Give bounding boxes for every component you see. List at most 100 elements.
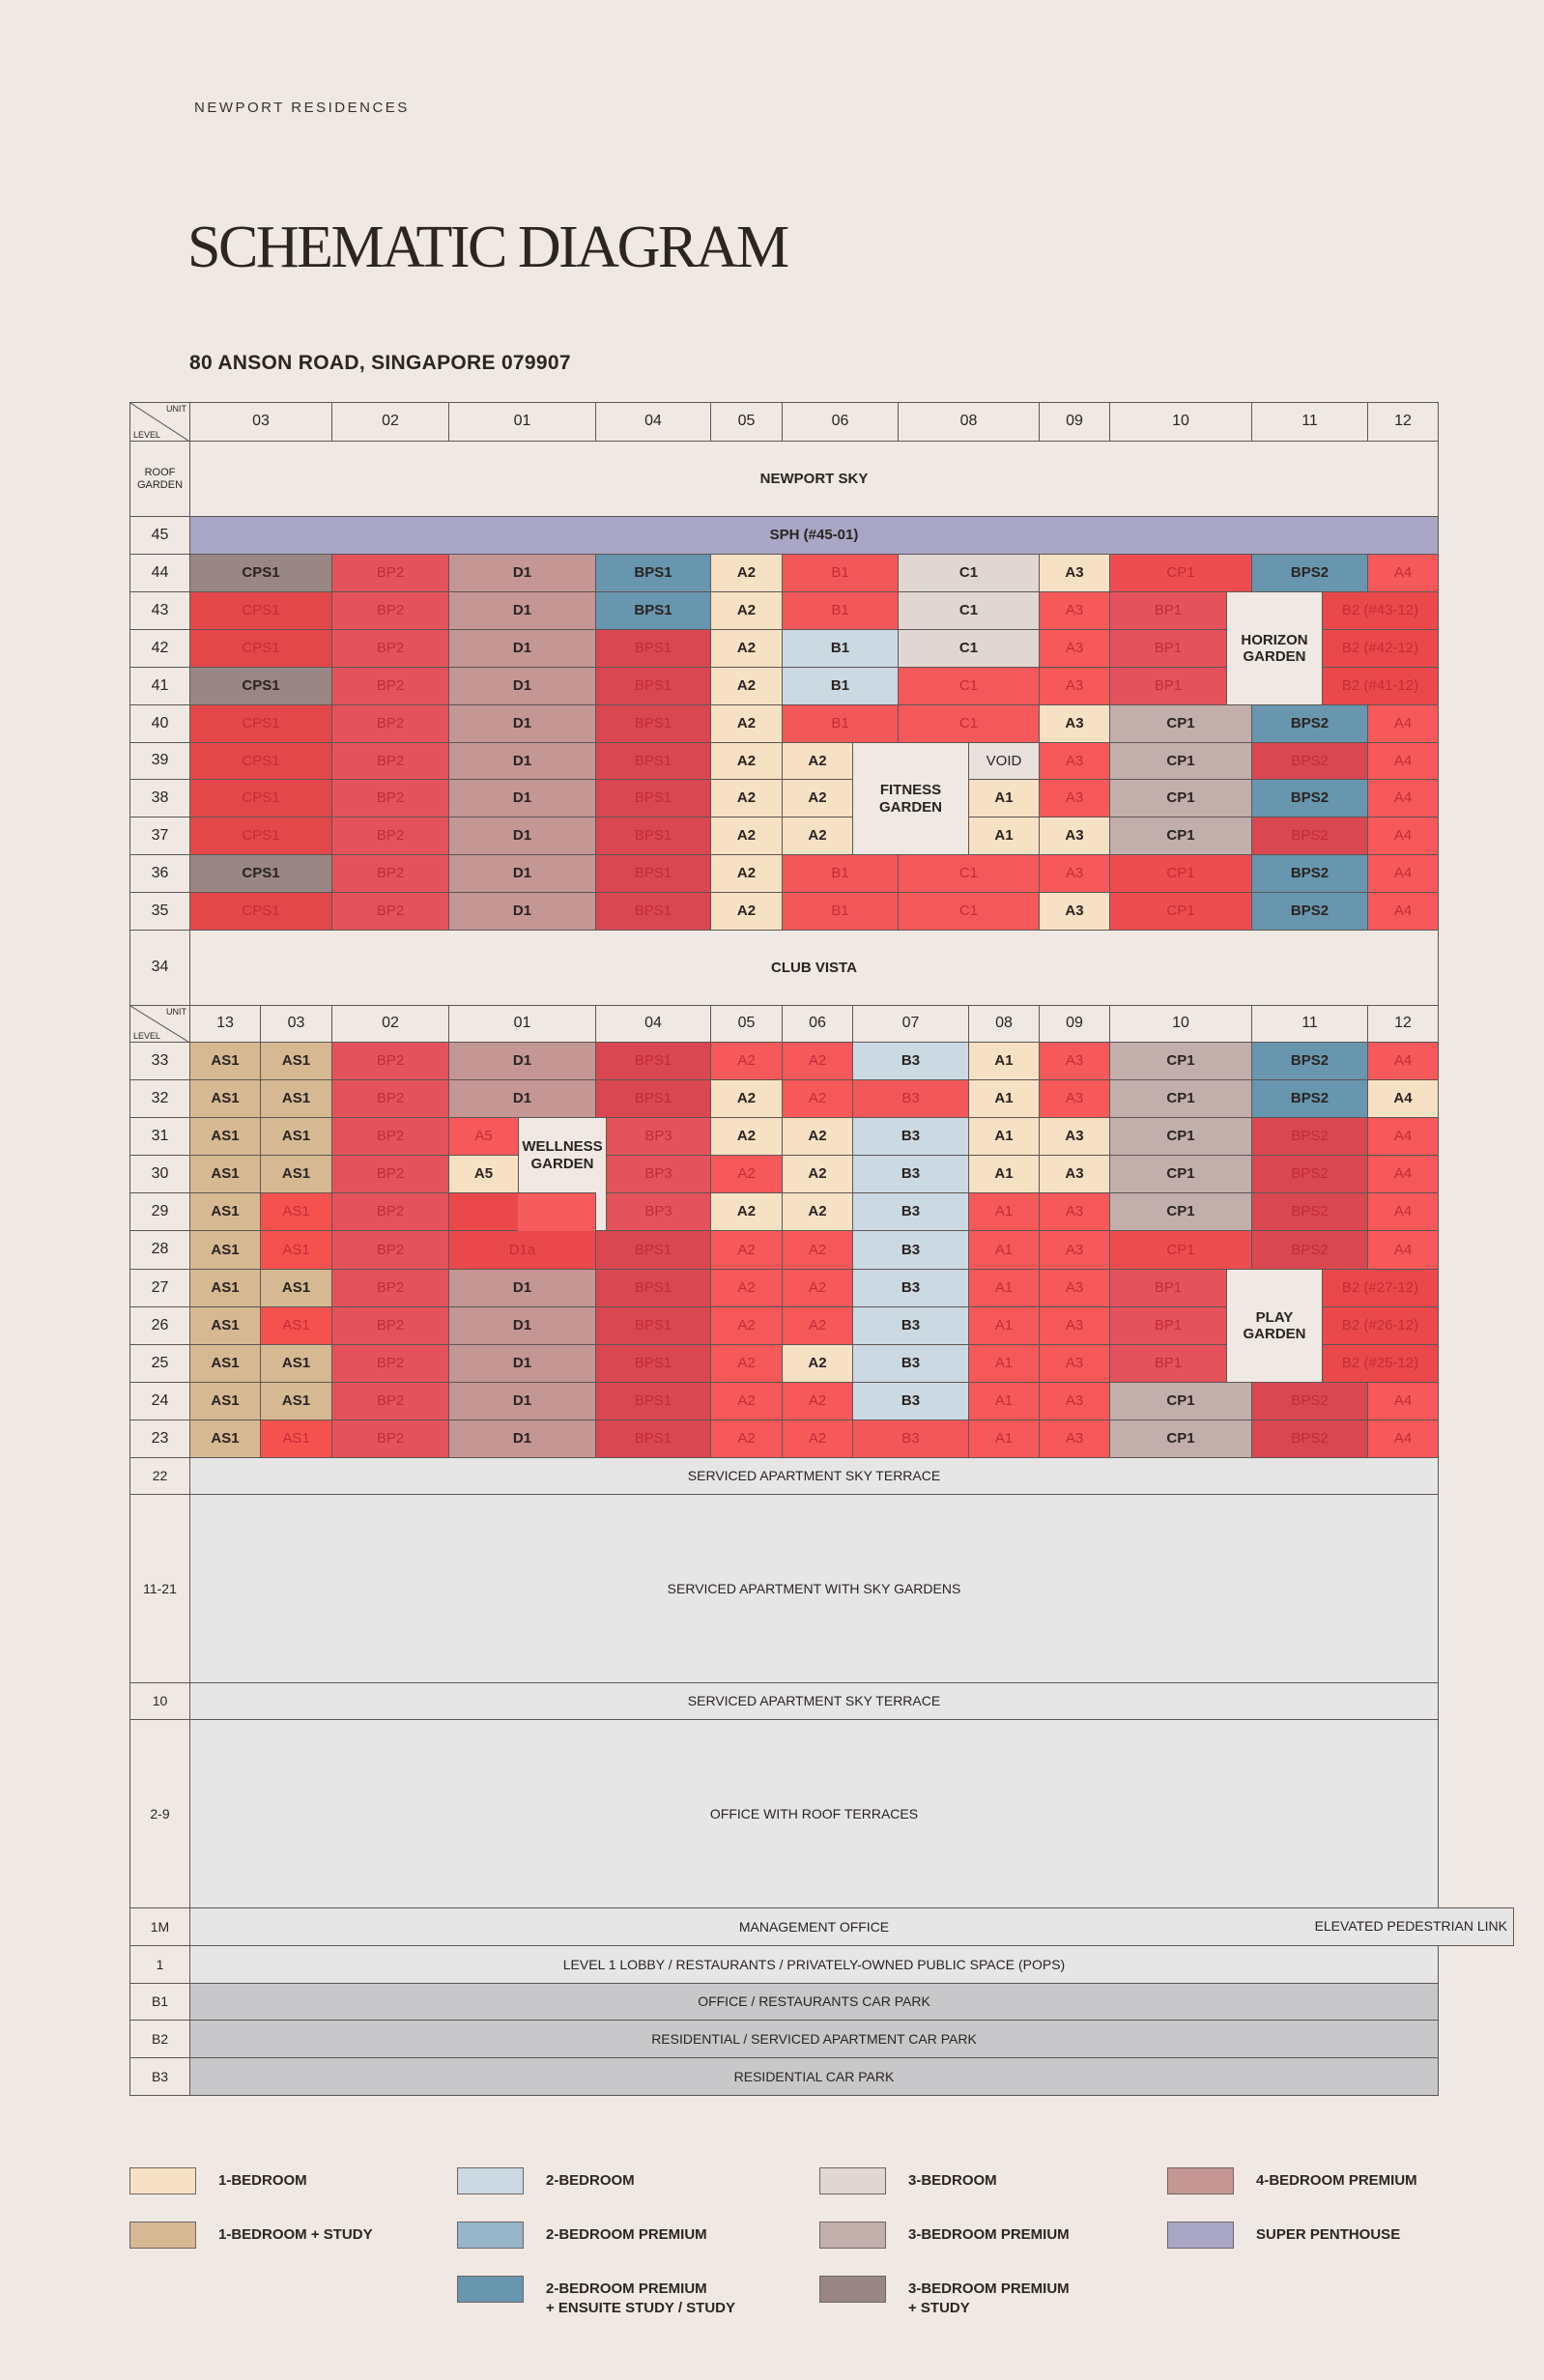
unit-42-08[interactable]: C1 xyxy=(898,629,1040,668)
unit-42-02[interactable]: BP2 xyxy=(331,629,449,668)
unit-23-06[interactable]: A2 xyxy=(782,1419,853,1458)
unit-26-10[interactable]: BP1 xyxy=(1109,1306,1227,1345)
unit-35-01[interactable]: D1 xyxy=(448,892,596,931)
unit-37-04[interactable]: BPS1 xyxy=(595,817,711,855)
unit-32-05[interactable]: A2 xyxy=(710,1079,783,1118)
unit-26-05[interactable]: A2 xyxy=(710,1306,783,1345)
unit-33-08[interactable]: A1 xyxy=(968,1042,1040,1080)
unit-33-03[interactable]: AS1 xyxy=(260,1042,332,1080)
unit-24-02[interactable]: BP2 xyxy=(331,1382,449,1420)
unit-39-03[interactable]: CPS1 xyxy=(189,742,332,780)
unit-33-12[interactable]: A4 xyxy=(1367,1042,1439,1080)
unit-44-11[interactable]: BPS2 xyxy=(1251,554,1368,592)
unit-43-10[interactable]: BP1 xyxy=(1109,591,1227,630)
unit-31-04[interactable]: BP3 xyxy=(606,1117,711,1156)
unit-24-11[interactable]: BPS2 xyxy=(1251,1382,1368,1420)
unit-30-02[interactable]: BP2 xyxy=(331,1155,449,1193)
unit-39-12[interactable]: A4 xyxy=(1367,742,1439,780)
unit-41-03[interactable]: CPS1 xyxy=(189,667,332,705)
unit-30-07[interactable]: B3 xyxy=(852,1155,969,1193)
unit-29-12[interactable]: A4 xyxy=(1367,1192,1439,1231)
unit-33-02[interactable]: BP2 xyxy=(331,1042,449,1080)
unit-35-06[interactable]: B1 xyxy=(782,892,899,931)
unit-33-04[interactable]: BPS1 xyxy=(595,1042,711,1080)
unit-23-03[interactable]: AS1 xyxy=(260,1419,332,1458)
unit-32-08[interactable]: A1 xyxy=(968,1079,1040,1118)
unit-28-12[interactable]: A4 xyxy=(1367,1230,1439,1270)
unit-35-10[interactable]: CP1 xyxy=(1109,892,1252,931)
unit-44-01[interactable]: D1 xyxy=(448,554,596,592)
unit-32-03[interactable]: AS1 xyxy=(260,1079,332,1118)
unit-41-01[interactable]: D1 xyxy=(448,667,596,705)
unit-23-08[interactable]: A1 xyxy=(968,1419,1040,1458)
unit-24-01[interactable]: D1 xyxy=(448,1382,596,1420)
unit-43-02[interactable]: BP2 xyxy=(331,591,449,630)
unit-32-06[interactable]: A2 xyxy=(782,1079,853,1118)
unit-29-07[interactable]: B3 xyxy=(852,1192,969,1231)
unit-23-12[interactable]: A4 xyxy=(1367,1419,1439,1458)
unit-38-06[interactable]: A2 xyxy=(782,779,853,817)
unit-25-07[interactable]: B3 xyxy=(852,1344,969,1383)
unit-44-12[interactable]: A4 xyxy=(1367,554,1439,592)
unit-25-10[interactable]: BP1 xyxy=(1109,1344,1227,1383)
unit-31-10[interactable]: CP1 xyxy=(1109,1117,1252,1156)
unit-42-05[interactable]: A2 xyxy=(710,629,783,668)
unit-31-02[interactable]: BP2 xyxy=(331,1117,449,1156)
unit-42-04[interactable]: BPS1 xyxy=(595,629,711,668)
unit-23-10[interactable]: CP1 xyxy=(1109,1419,1252,1458)
unit-29-04[interactable]: BP3 xyxy=(606,1192,711,1231)
unit-33-07[interactable]: B3 xyxy=(852,1042,969,1080)
unit-35-02[interactable]: BP2 xyxy=(331,892,449,931)
unit-39-04[interactable]: BPS1 xyxy=(595,742,711,780)
unit-40-03[interactable]: CPS1 xyxy=(189,704,332,743)
unit-32-01[interactable]: D1 xyxy=(448,1079,596,1118)
unit-39-11[interactable]: BPS2 xyxy=(1251,742,1368,780)
unit-41-08[interactable]: C1 xyxy=(898,667,1040,705)
unit-32-07[interactable]: B3 xyxy=(852,1079,969,1118)
unit-26-03[interactable]: AS1 xyxy=(260,1306,332,1345)
unit-35-09[interactable]: A3 xyxy=(1039,892,1110,931)
unit-38-04[interactable]: BPS1 xyxy=(595,779,711,817)
unit-25-12[interactable]: B2 (#25-12) xyxy=(1322,1344,1439,1383)
unit-33-13[interactable]: AS1 xyxy=(189,1042,261,1080)
unit-25-06[interactable]: A2 xyxy=(782,1344,853,1383)
unit-37-06[interactable]: A2 xyxy=(782,817,853,855)
unit-31-09[interactable]: A3 xyxy=(1039,1117,1110,1156)
unit-31-05[interactable]: A2 xyxy=(710,1117,783,1156)
unit-35-12[interactable]: A4 xyxy=(1367,892,1439,931)
unit-28-10[interactable]: CP1 xyxy=(1109,1230,1252,1270)
unit-41-02[interactable]: BP2 xyxy=(331,667,449,705)
unit-40-11[interactable]: BPS2 xyxy=(1251,704,1368,743)
unit-27-02[interactable]: BP2 xyxy=(331,1269,449,1307)
unit-31-06[interactable]: A2 xyxy=(782,1117,853,1156)
unit-35-08[interactable]: C1 xyxy=(898,892,1040,931)
unit-27-04[interactable]: BPS1 xyxy=(595,1269,711,1307)
unit-27-03[interactable]: AS1 xyxy=(260,1269,332,1307)
unit-35-04[interactable]: BPS1 xyxy=(595,892,711,931)
unit-31-08[interactable]: A1 xyxy=(968,1117,1040,1156)
unit-23-01[interactable]: D1 xyxy=(448,1419,596,1458)
unit-23-02[interactable]: BP2 xyxy=(331,1419,449,1458)
unit-24-03[interactable]: AS1 xyxy=(260,1382,332,1420)
unit-30-10[interactable]: CP1 xyxy=(1109,1155,1252,1193)
unit-29-08[interactable]: A1 xyxy=(968,1192,1040,1231)
unit-42-09[interactable]: A3 xyxy=(1039,629,1110,668)
unit-41-10[interactable]: BP1 xyxy=(1109,667,1227,705)
unit-30-01[interactable]: A5 xyxy=(448,1155,519,1193)
unit-27-07[interactable]: B3 xyxy=(852,1269,969,1307)
unit-41-12[interactable]: B2 (#41-12) xyxy=(1322,667,1439,705)
unit-41-09[interactable]: A3 xyxy=(1039,667,1110,705)
unit-36-03[interactable]: CPS1 xyxy=(189,854,332,893)
unit-28-08[interactable]: A1 xyxy=(968,1230,1040,1270)
unit-23-11[interactable]: BPS2 xyxy=(1251,1419,1368,1458)
unit-40-10[interactable]: CP1 xyxy=(1109,704,1252,743)
unit-24-13[interactable]: AS1 xyxy=(189,1382,261,1420)
unit-38-09[interactable]: A3 xyxy=(1039,779,1110,817)
unit-33-05[interactable]: A2 xyxy=(710,1042,783,1080)
unit-36-01[interactable]: D1 xyxy=(448,854,596,893)
unit-40-12[interactable]: A4 xyxy=(1367,704,1439,743)
unit-44-06[interactable]: B1 xyxy=(782,554,899,592)
unit-43-12[interactable]: B2 (#43-12) xyxy=(1322,591,1439,630)
unit-38-05[interactable]: A2 xyxy=(710,779,783,817)
unit-25-05[interactable]: A2 xyxy=(710,1344,783,1383)
